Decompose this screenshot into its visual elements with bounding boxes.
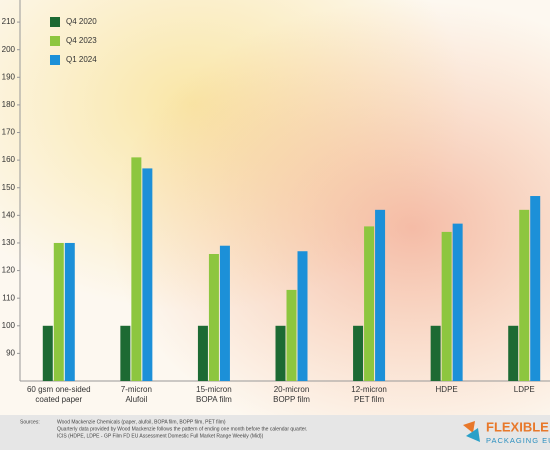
legend-swatch	[50, 17, 60, 27]
x-tick-label: 20-micron	[274, 385, 310, 394]
bar	[297, 251, 308, 381]
legend-label: Q4 2023	[66, 36, 97, 45]
legend-label: Q4 2020	[66, 17, 97, 26]
bar	[275, 325, 286, 381]
legend-swatch	[50, 55, 60, 65]
bar	[286, 289, 297, 381]
footer-line: Wood Mackenzie Chemicals (paper, alufoil…	[57, 419, 226, 425]
x-tick-label: PET film	[354, 395, 384, 404]
legend-label: Q1 2024	[66, 55, 97, 64]
y-tick-label: 110	[2, 293, 15, 302]
x-tick-label: LDPE	[514, 385, 535, 394]
bar	[530, 196, 541, 381]
y-tick-label: 170	[2, 128, 16, 137]
bar	[42, 325, 53, 381]
logo-icon	[466, 428, 480, 442]
y-tick-label: 180	[2, 100, 16, 109]
x-tick-label: BOPA film	[196, 395, 232, 404]
bar	[120, 325, 131, 381]
bar	[219, 245, 230, 381]
y-tick-label: 100	[2, 321, 16, 330]
bar	[197, 325, 208, 381]
bar	[364, 226, 375, 381]
y-tick-label: 90	[6, 349, 15, 358]
y-tick-label: 140	[2, 210, 16, 219]
footer-line: ICIS (HDPE, LDPE - GP Film FD EU Assessm…	[57, 433, 264, 439]
bar	[142, 168, 153, 381]
bar	[519, 209, 530, 381]
x-tick-label: coated paper	[35, 395, 82, 404]
x-tick-label: 12-micron	[351, 385, 387, 394]
bar	[441, 231, 452, 381]
x-tick-label: Alufoil	[125, 395, 147, 404]
x-tick-label: 7-micron	[121, 385, 152, 394]
x-tick-label: 15-micron	[196, 385, 232, 394]
bar	[375, 209, 386, 381]
bar	[430, 325, 441, 381]
logo-text: FLEXIBLE	[486, 419, 549, 434]
bar	[508, 325, 519, 381]
y-tick-label: 210	[2, 17, 16, 26]
bar	[208, 254, 219, 381]
bar	[64, 242, 75, 381]
y-tick-label: 200	[2, 45, 16, 54]
footer-band	[0, 415, 550, 450]
y-tick-label: 130	[2, 238, 16, 247]
bar	[53, 242, 64, 381]
bar	[131, 157, 142, 381]
x-tick-label: HDPE	[436, 385, 458, 394]
y-tick-label: 190	[2, 72, 16, 81]
bar	[353, 325, 364, 381]
x-tick-label: BOPP film	[273, 395, 310, 404]
x-tick-label: 60 gsm one-sided	[27, 385, 91, 394]
y-tick-label: 120	[2, 266, 16, 275]
footer-label: Sources:	[20, 419, 40, 425]
y-tick-label: 150	[2, 183, 16, 192]
logo-text: PACKAGING EUROPE	[486, 436, 550, 445]
bar	[452, 223, 463, 381]
logo-icon	[463, 421, 475, 433]
y-tick-label: 160	[2, 155, 16, 164]
footer-line: Quarterly data provided by Wood Mackenzi…	[57, 426, 307, 432]
legend-swatch	[50, 36, 60, 46]
